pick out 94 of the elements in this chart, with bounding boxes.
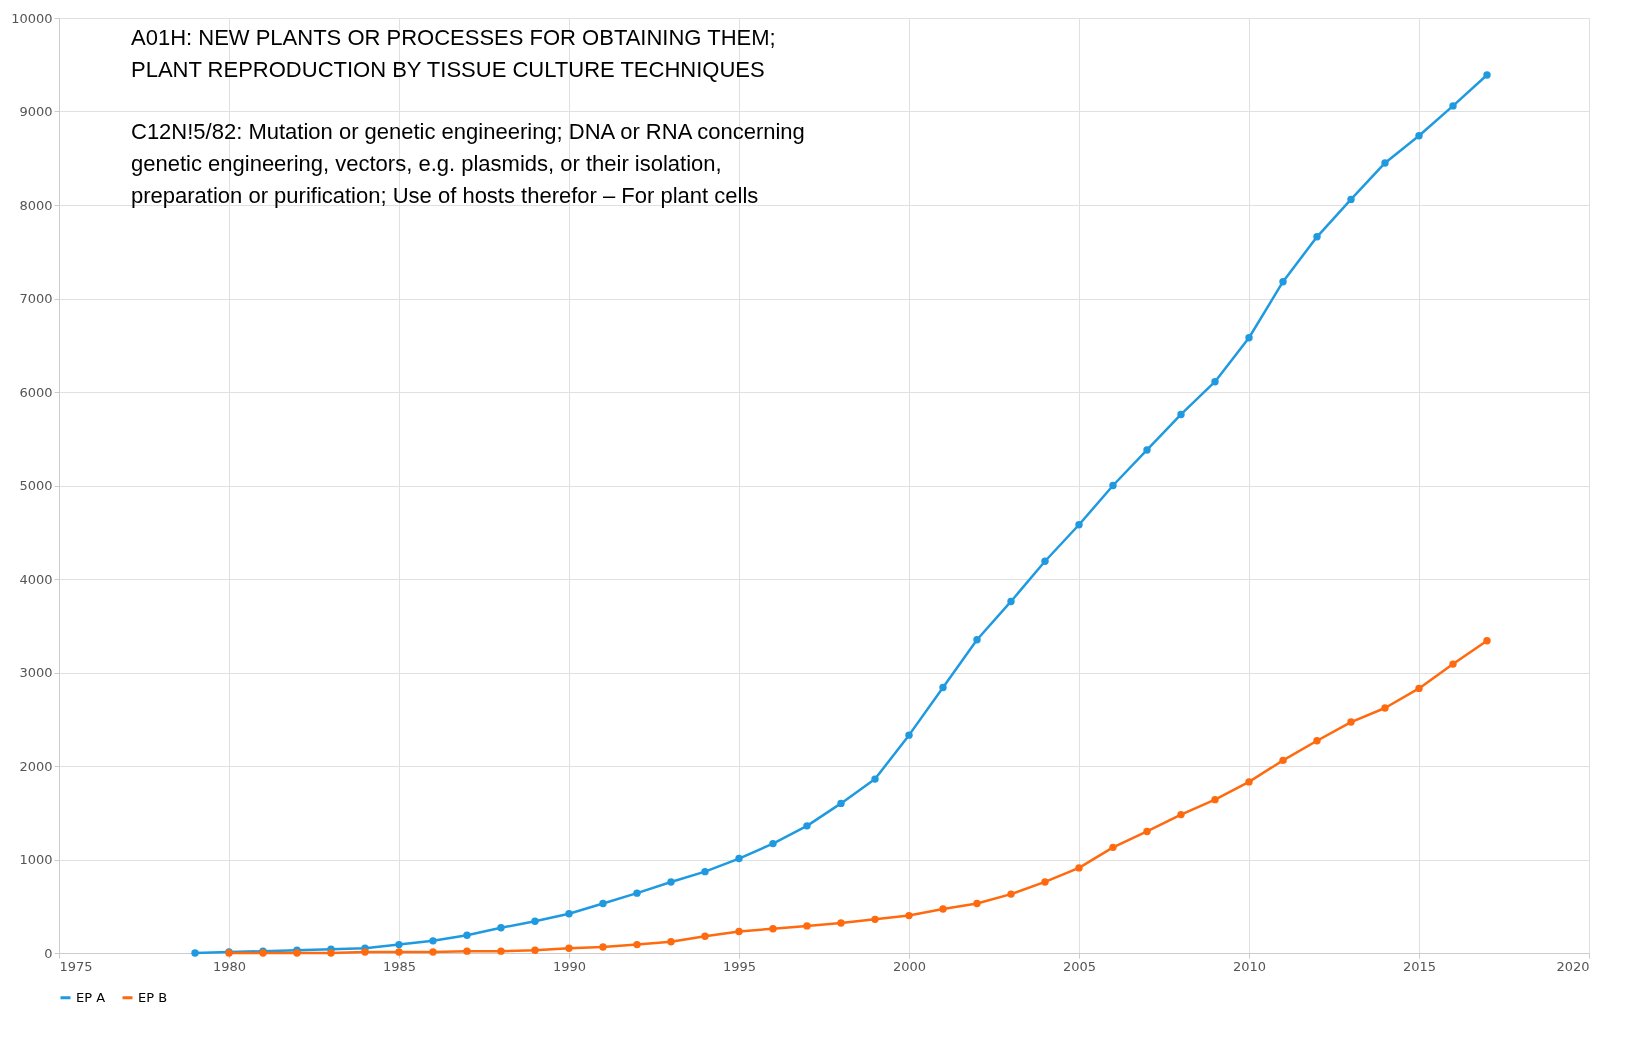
point xyxy=(1075,521,1083,529)
legend-label: EP B xyxy=(138,989,168,1005)
y-tick-label: 3000 xyxy=(19,665,53,680)
point xyxy=(837,799,845,808)
point xyxy=(497,947,505,955)
point xyxy=(803,922,811,930)
point xyxy=(497,924,505,932)
point xyxy=(1279,756,1287,765)
point xyxy=(1211,378,1219,386)
point xyxy=(1075,864,1083,872)
point xyxy=(191,949,199,957)
point xyxy=(667,938,675,946)
point xyxy=(531,917,539,925)
point xyxy=(1449,660,1457,668)
point xyxy=(395,948,403,956)
point xyxy=(1041,557,1049,565)
point xyxy=(429,948,437,956)
x-tick-label: 2015 xyxy=(1402,958,1437,974)
point xyxy=(769,924,777,933)
point xyxy=(599,899,607,908)
point xyxy=(735,927,743,936)
point xyxy=(463,931,471,939)
point xyxy=(1007,890,1015,898)
y-tick-label: 8000 xyxy=(19,197,53,213)
point xyxy=(701,867,709,876)
point xyxy=(361,948,369,956)
point xyxy=(871,915,879,924)
point xyxy=(327,949,335,957)
point xyxy=(429,937,437,945)
point xyxy=(667,878,675,886)
point xyxy=(973,636,981,644)
point xyxy=(1041,878,1049,886)
point xyxy=(1211,795,1219,804)
point xyxy=(395,940,403,949)
point xyxy=(939,905,947,913)
y-tick-label: 9000 xyxy=(19,104,53,119)
point xyxy=(1313,737,1321,745)
point xyxy=(803,822,811,830)
point xyxy=(565,944,573,953)
point xyxy=(633,889,641,897)
point xyxy=(701,932,709,940)
point xyxy=(1483,71,1491,79)
point xyxy=(531,946,539,954)
y-tick-label: 1000 xyxy=(19,852,53,867)
point xyxy=(973,899,981,908)
y-tick-label: 5000 xyxy=(19,478,53,493)
point xyxy=(1347,718,1355,726)
point xyxy=(1449,102,1457,110)
legend-label: EP A xyxy=(76,989,106,1005)
y-tick-label: 0 xyxy=(44,945,53,961)
point xyxy=(1245,334,1253,342)
y-tick-label: 4000 xyxy=(19,571,53,587)
x-tick-label: 1975 xyxy=(59,958,93,974)
point xyxy=(463,947,471,955)
y-tick-label: 6000 xyxy=(19,384,53,400)
x-tick-label: 2010 xyxy=(1232,958,1267,974)
point xyxy=(905,911,913,920)
annotation: A01H: NEW PLANTS OR PROCESSES FOR OBTAINING THEM; PLANT REPRODUCTION BY TISSUE CULTURE TECHNIQUES xyxy=(131,25,776,82)
point xyxy=(1313,233,1321,241)
point xyxy=(1245,778,1253,786)
y-tick-label: 10000 xyxy=(11,10,53,26)
point xyxy=(1415,684,1423,693)
point xyxy=(1109,481,1117,490)
point xyxy=(1109,843,1117,852)
x-tick-label: 1995 xyxy=(722,958,757,974)
point xyxy=(769,839,777,848)
x-tick-label: 1980 xyxy=(212,958,247,974)
point xyxy=(1347,195,1355,204)
x-tick-label: 1985 xyxy=(382,958,417,974)
x-tick-label: 2005 xyxy=(1062,958,1097,974)
point xyxy=(1415,132,1423,140)
annotation: C12N!5/82: Mutation or genetic engineering; DNA or RNA concerning genetic engineering, vectors, e.g. plasmids, or their isolation, preparation or purification; Use of hosts therefor – For plant cells xyxy=(131,119,805,208)
point xyxy=(905,731,913,739)
point xyxy=(633,940,641,949)
point xyxy=(1381,159,1389,167)
point xyxy=(837,919,845,927)
point xyxy=(1007,597,1015,606)
y-tick-label: 2000 xyxy=(19,758,53,774)
x-tick-label: 2000 xyxy=(892,958,927,974)
point xyxy=(1177,410,1185,419)
point xyxy=(1483,637,1491,645)
point xyxy=(735,854,743,863)
point xyxy=(939,683,947,692)
point xyxy=(599,943,607,951)
y-tick-label: 7000 xyxy=(19,291,53,306)
point xyxy=(1143,446,1151,454)
point xyxy=(1381,704,1389,712)
point xyxy=(1177,810,1185,819)
x-tick-label: 2020 xyxy=(1556,958,1590,974)
point xyxy=(1143,827,1151,836)
point xyxy=(871,775,879,783)
x-tick-label: 1990 xyxy=(552,958,587,974)
point xyxy=(1279,277,1287,286)
point xyxy=(565,910,573,918)
